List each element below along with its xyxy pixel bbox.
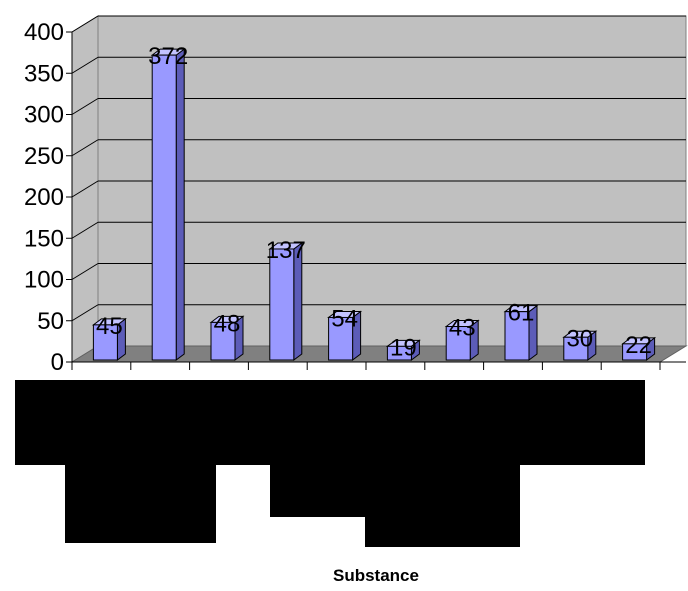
data-label: 61 — [508, 300, 535, 327]
bar-front — [445, 326, 471, 361]
bar — [209, 315, 245, 361]
y-tick-label: 150 — [24, 225, 64, 252]
data-label: 48 — [214, 310, 241, 337]
bar — [327, 310, 363, 361]
bar-front — [328, 316, 354, 361]
bar-front — [622, 343, 648, 361]
gridline-side — [71, 139, 99, 157]
bar-side — [175, 48, 185, 361]
gridline-side — [71, 263, 99, 280]
gridline-side — [71, 15, 99, 33]
bar — [385, 339, 421, 361]
bar — [150, 48, 186, 361]
axes: 0 50 100 150 200 250 300 350 400 — [24, 19, 686, 376]
bar-front — [563, 336, 589, 361]
bar — [444, 319, 480, 361]
redaction-block — [585, 380, 642, 444]
bar — [91, 317, 127, 361]
y-tick-label: 50 — [37, 308, 64, 335]
bars — [91, 48, 657, 361]
y-tick-label: 350 — [24, 60, 64, 87]
bar — [503, 304, 539, 361]
bar-front — [386, 345, 412, 361]
y-tick-label: 100 — [24, 267, 64, 294]
y-tick-label: 250 — [24, 143, 64, 170]
gridline-side — [71, 56, 99, 74]
data-label: 19 — [390, 334, 417, 361]
data-label: 54 — [331, 305, 358, 332]
bar-front — [269, 248, 295, 361]
data-label: 22 — [625, 332, 652, 359]
bar — [268, 241, 304, 361]
gridline-side — [71, 221, 99, 239]
data-label: 30 — [566, 325, 593, 352]
x-axis-title: Substance — [333, 566, 419, 585]
data-label: 43 — [449, 315, 476, 342]
bar — [562, 330, 598, 361]
redaction-block — [65, 465, 216, 543]
redacted-category-labels — [15, 380, 645, 547]
bar-front — [210, 321, 236, 361]
redaction-block — [270, 465, 365, 517]
data-labels: 45 372 48 137 54 19 43 61 30 22 — [96, 43, 652, 361]
bar — [621, 336, 657, 361]
y-tick-label: 0 — [51, 349, 64, 376]
y-tick-label: 400 — [24, 19, 64, 46]
y-tick-label: 200 — [24, 184, 64, 211]
gridline-side — [71, 180, 99, 198]
bar-front — [92, 324, 118, 361]
redaction-block — [515, 380, 585, 452]
y-tick-label: 300 — [24, 102, 64, 129]
data-label: 45 — [96, 313, 123, 340]
data-label: 372 — [148, 43, 188, 70]
gridline-side — [71, 98, 99, 115]
redaction-block — [365, 465, 520, 547]
bar-front — [504, 311, 530, 361]
bar-front — [151, 54, 177, 361]
gridline-side — [71, 304, 99, 322]
data-label: 137 — [266, 237, 306, 264]
